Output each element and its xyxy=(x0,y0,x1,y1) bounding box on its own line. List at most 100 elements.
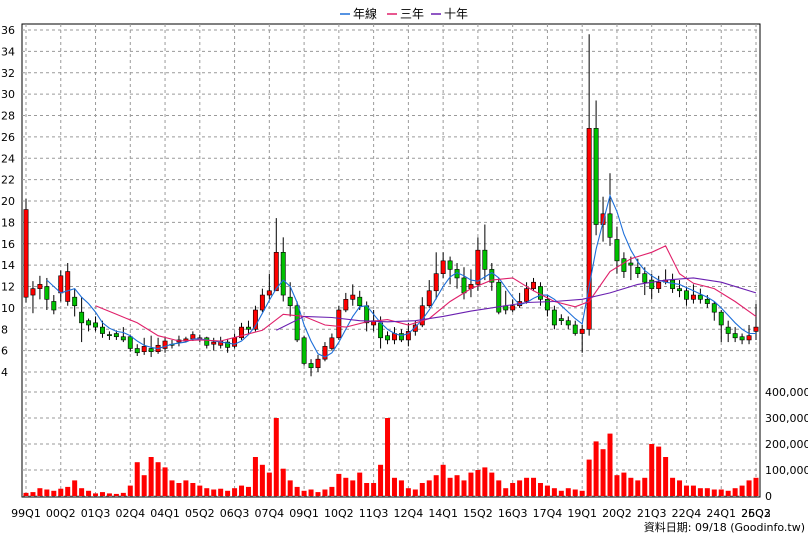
candle-body xyxy=(93,322,98,328)
candle-body xyxy=(58,275,64,294)
candle xyxy=(246,320,251,334)
volume-bar xyxy=(350,480,356,496)
candle xyxy=(252,305,258,332)
candle-body xyxy=(711,303,717,313)
candle-body xyxy=(572,324,578,334)
volume-bar xyxy=(280,468,286,496)
candle xyxy=(544,295,550,317)
time-tick-label: 10Q2 xyxy=(324,507,354,520)
candle-body xyxy=(315,358,321,369)
volume-bar xyxy=(30,492,36,496)
price-tick-label: 36 xyxy=(1,24,15,37)
volume-bar xyxy=(197,485,203,496)
volume-bar xyxy=(725,490,731,496)
candle xyxy=(419,297,425,328)
candle-body xyxy=(433,273,439,292)
candle xyxy=(558,314,564,325)
candle xyxy=(239,322,244,340)
candle xyxy=(656,275,662,293)
volume-bar xyxy=(739,485,745,496)
volume-bar xyxy=(93,493,99,496)
price-tick-label: 4 xyxy=(1,366,8,379)
volume-bar xyxy=(113,493,119,496)
candle xyxy=(447,256,453,285)
price-tick-label: 28 xyxy=(1,110,15,123)
candle-body xyxy=(398,333,404,341)
candle-body xyxy=(23,209,29,298)
candle xyxy=(454,262,460,289)
volume-bar xyxy=(746,480,752,496)
volume-bar xyxy=(322,489,328,496)
time-tick-label: 99Q1 xyxy=(11,507,41,520)
volume-bar xyxy=(489,472,495,496)
volume-bar xyxy=(252,457,258,496)
volume-bar xyxy=(239,485,245,496)
candle xyxy=(496,277,502,315)
candle-body xyxy=(127,336,133,349)
price-tick-label: 16 xyxy=(1,238,15,251)
candle-body xyxy=(385,335,390,341)
volume-bar xyxy=(551,488,557,496)
candle-body xyxy=(725,326,731,334)
volume-tick-label: 100,000 xyxy=(765,464,808,477)
candle xyxy=(684,286,689,306)
candle xyxy=(30,281,36,314)
time-tick-label: 22Q4 xyxy=(672,507,702,520)
moving-average-lines xyxy=(46,194,757,358)
candle-body xyxy=(79,311,85,324)
candle xyxy=(524,282,530,304)
candle-body xyxy=(677,288,682,292)
candle xyxy=(225,338,231,353)
candle-body xyxy=(531,281,536,289)
time-tick-label: 04Q1 xyxy=(150,507,180,520)
candle xyxy=(593,100,599,236)
candle-body xyxy=(607,213,613,238)
volume-tick-label: 300,000 xyxy=(765,412,808,425)
volume-bar xyxy=(503,488,509,496)
candle xyxy=(732,327,738,343)
candle xyxy=(44,277,50,311)
time-tick-label: 02Q4 xyxy=(115,507,145,520)
volume-bar xyxy=(697,488,703,496)
candle-body xyxy=(294,305,300,341)
volume-bar xyxy=(225,490,231,496)
volume-bar xyxy=(454,475,460,496)
legend-item-ten-year-ma: 十年 xyxy=(431,7,468,21)
candle xyxy=(385,331,390,345)
x-axis: 99Q1 00Q2 01Q3 02Q4 04Q1 05Q2 06Q3 07Q4 09Q1 10Q2… xyxy=(11,507,771,520)
volume-bar xyxy=(531,477,537,496)
volume-bar xyxy=(732,488,738,496)
volume-bar xyxy=(558,490,564,496)
volume-bar xyxy=(364,483,370,496)
candle-body xyxy=(593,128,599,225)
candle xyxy=(100,320,105,338)
candle xyxy=(65,262,71,306)
candle-body xyxy=(357,296,363,307)
candle-body xyxy=(378,322,384,339)
legend-item-yearly-ma: 年線 xyxy=(340,6,377,21)
candle xyxy=(510,299,516,313)
candle xyxy=(93,316,98,332)
volume-tick-label: 200,000 xyxy=(765,438,808,451)
ma-line xyxy=(95,245,757,342)
volume-bar xyxy=(704,488,710,496)
time-tick-label: 14Q1 xyxy=(428,507,458,520)
volume-bars xyxy=(23,418,759,496)
candle-body xyxy=(524,288,530,302)
volume-bar xyxy=(343,477,349,496)
volume-bar xyxy=(579,490,585,496)
volume-bar xyxy=(663,457,669,496)
candle xyxy=(718,310,724,343)
volume-bar xyxy=(433,475,439,496)
candle-body xyxy=(642,273,648,283)
candle-body xyxy=(37,284,43,289)
candle-body xyxy=(51,301,57,311)
candle-body xyxy=(246,326,251,330)
candle-body xyxy=(746,335,752,341)
time-tick-label: 20Q2 xyxy=(602,507,632,520)
candle-body xyxy=(732,333,738,339)
ma-line xyxy=(46,194,756,358)
time-tick-label: 11Q3 xyxy=(359,507,389,520)
candle xyxy=(259,288,265,313)
candle-body xyxy=(141,346,147,352)
